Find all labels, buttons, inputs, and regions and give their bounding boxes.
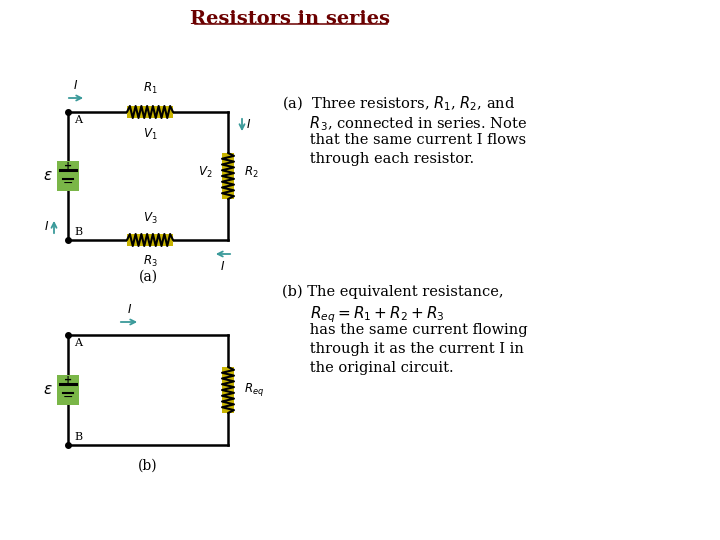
Text: $\varepsilon$: $\varepsilon$ [43,382,53,397]
Text: $I$: $I$ [127,303,132,316]
Text: B: B [74,432,82,442]
Text: +: + [64,375,72,385]
Text: −: − [63,177,73,190]
Text: the original circuit.: the original circuit. [282,361,454,375]
Text: through each resistor.: through each resistor. [282,152,474,166]
Text: $I$: $I$ [220,260,225,273]
Text: that the same current I flows: that the same current I flows [282,133,526,147]
Text: A: A [74,338,82,348]
Text: through it as the current I in: through it as the current I in [282,342,524,356]
Text: $I$: $I$ [73,79,78,92]
Text: (a)  Three resistors, $R_1$, $R_2$, and: (a) Three resistors, $R_1$, $R_2$, and [282,95,516,113]
Text: −: − [63,390,73,403]
Bar [57,161,79,191]
Text: $R_3$: $R_3$ [143,254,158,269]
Text: +: + [64,161,72,171]
Bar [127,234,173,246]
Text: $I$: $I$ [246,118,251,132]
Text: (a): (a) [138,270,158,284]
Text: has the same current flowing: has the same current flowing [282,323,528,337]
Text: $R_{eq}$: $R_{eq}$ [244,381,264,399]
Bar [222,153,234,199]
Text: B: B [74,227,82,237]
Bar [127,106,173,118]
Text: $\varepsilon$: $\varepsilon$ [43,168,53,184]
Text: $V_3$: $V_3$ [143,211,157,226]
Text: A: A [74,115,82,125]
Text: (b): (b) [138,459,158,473]
Text: $I$: $I$ [44,220,49,233]
Text: $R_{eq} = R_1 + R_2 + R_3$: $R_{eq} = R_1 + R_2 + R_3$ [310,304,445,325]
Text: $V_2$: $V_2$ [197,165,212,179]
Text: $R_2$: $R_2$ [244,165,258,179]
Bar [57,375,79,405]
Text: Resistors in series: Resistors in series [190,10,390,28]
Text: $R_3$, connected in series. Note: $R_3$, connected in series. Note [282,114,527,133]
Text: $V_1$: $V_1$ [143,127,157,142]
Text: (b) The equivalent resistance,: (b) The equivalent resistance, [282,285,503,299]
Text: $R_1$: $R_1$ [143,81,158,96]
Bar [222,367,234,413]
